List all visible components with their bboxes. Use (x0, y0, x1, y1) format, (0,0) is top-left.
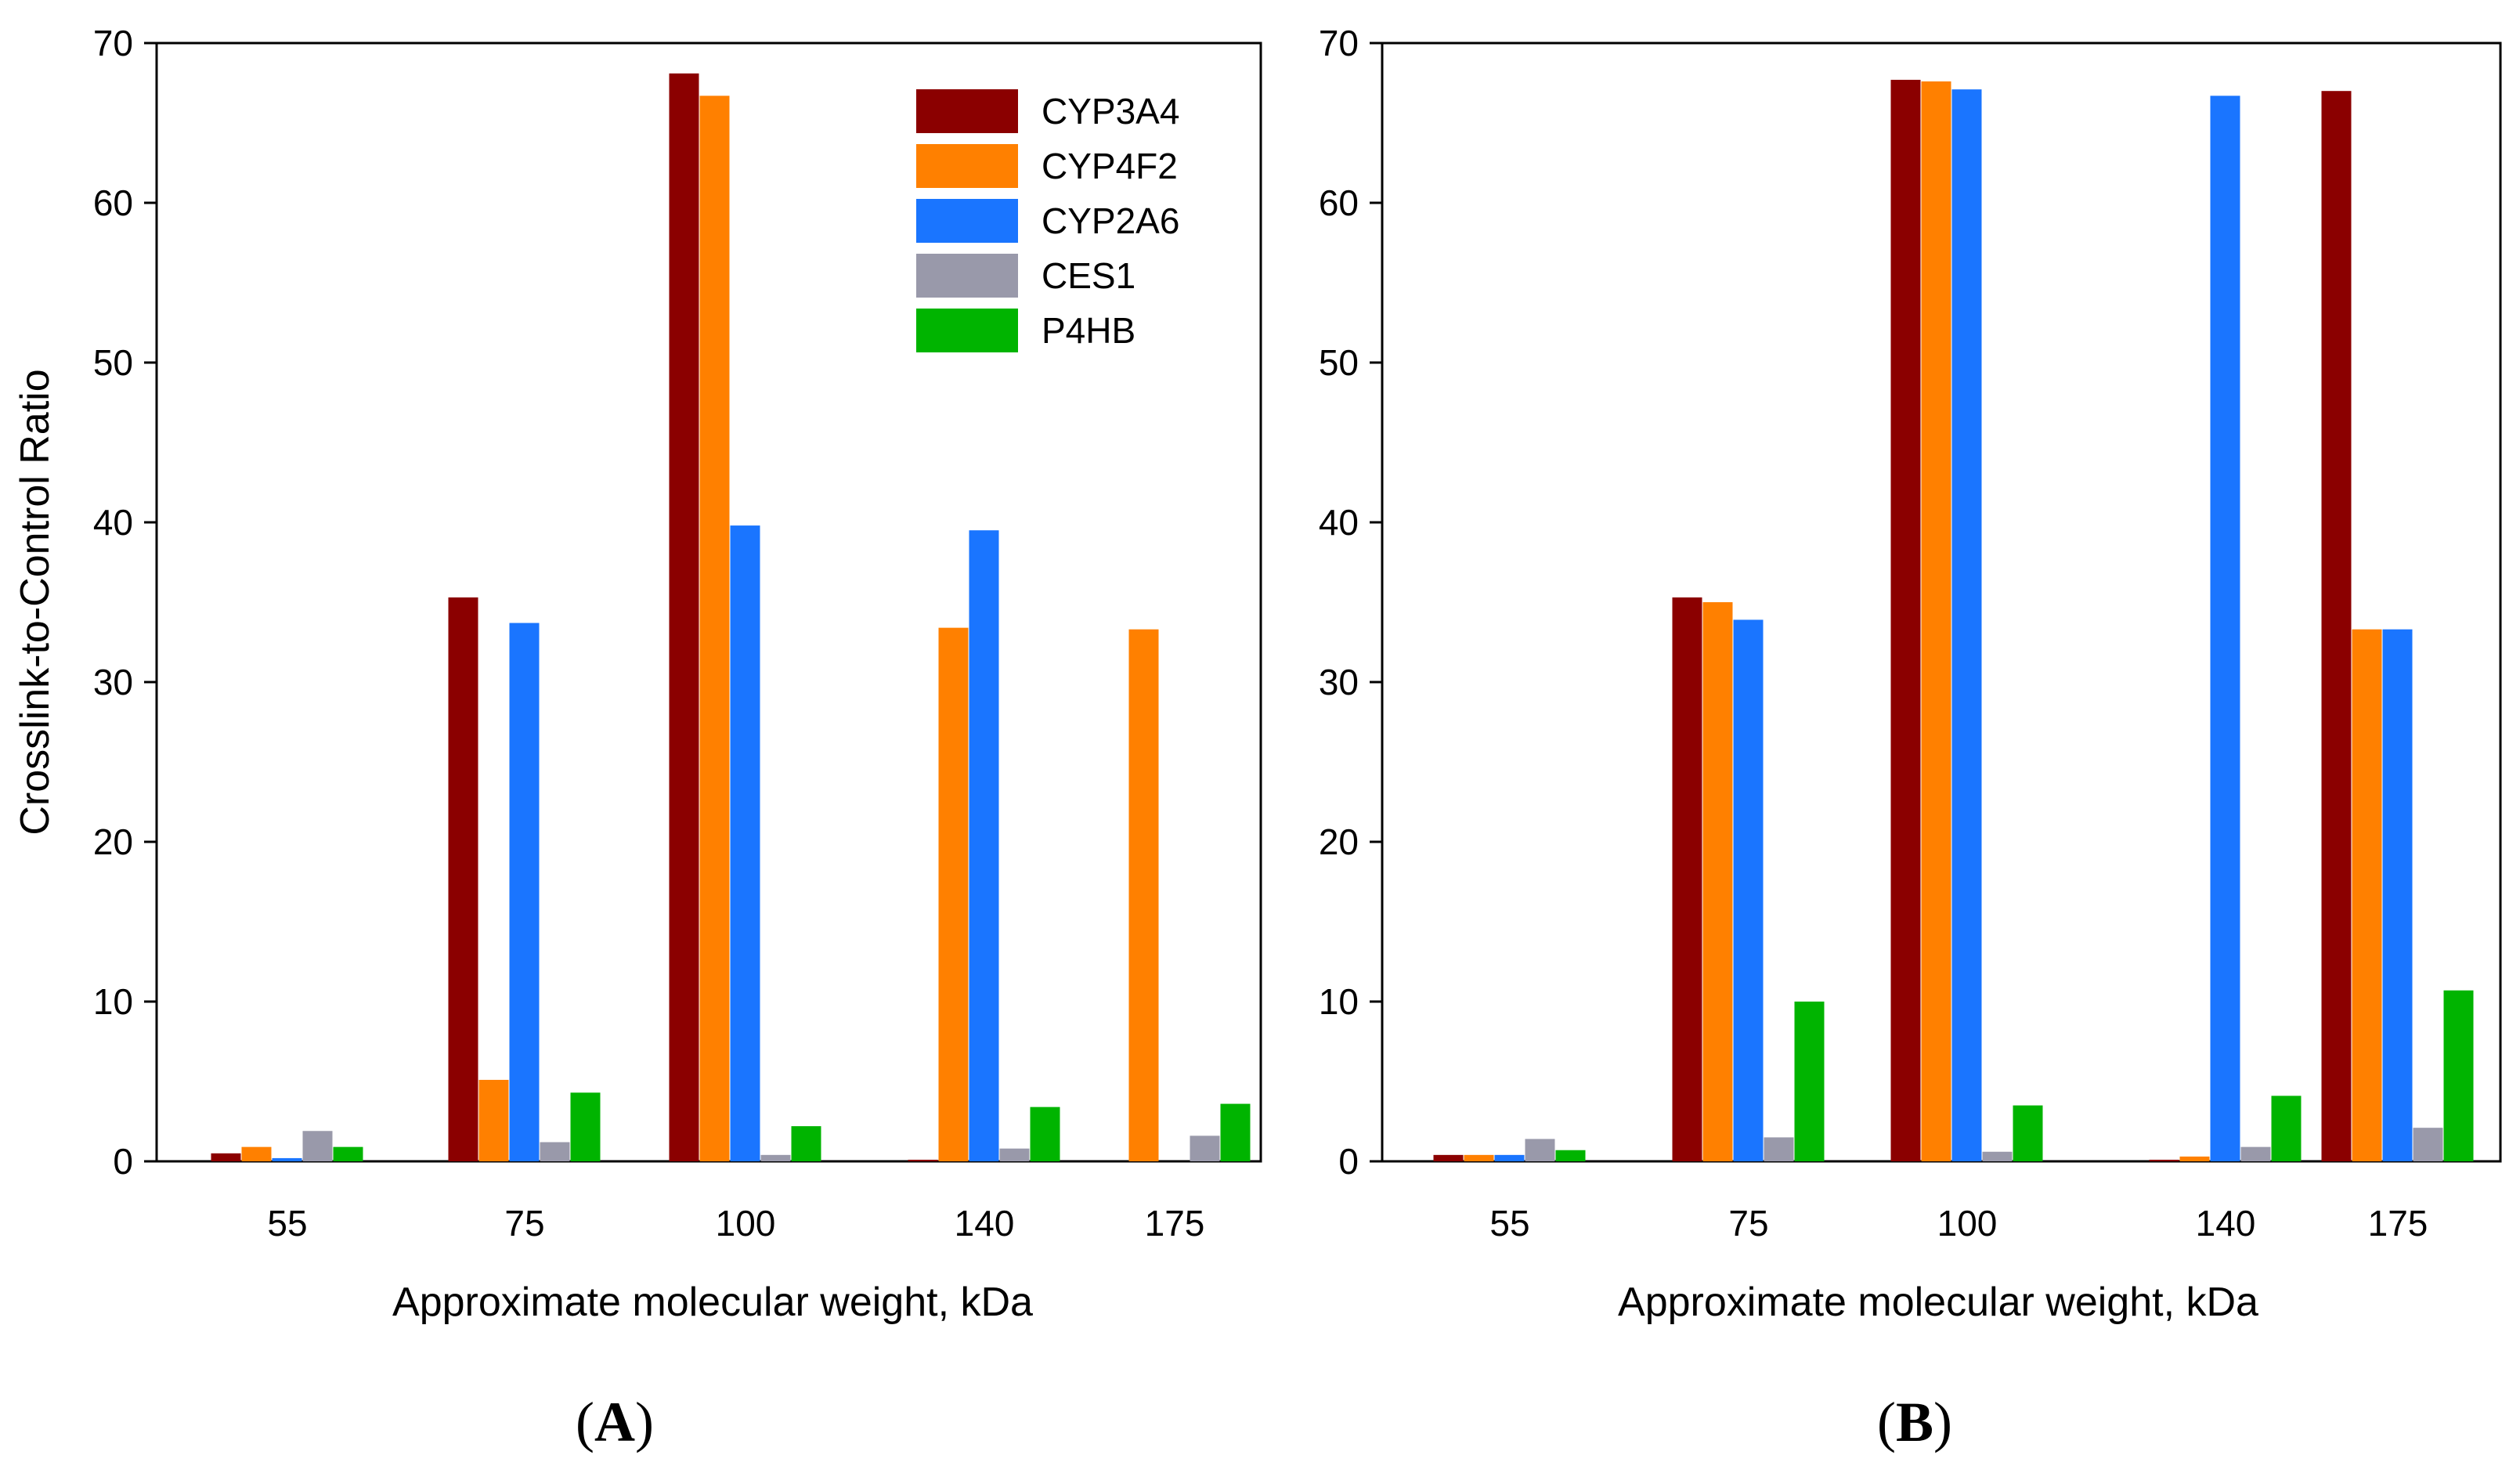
bar-ces1-75 (540, 1142, 570, 1161)
legend-swatch-cyp4f2 (916, 144, 1018, 188)
y-tick-label: 70 (93, 23, 133, 63)
bar-cyp2a6-55 (1494, 1154, 1525, 1161)
bar-p4hb-100 (791, 1126, 821, 1161)
panel-b: 0 10 20 30 40 50 60 70 55 75 100 140 175 Approximate … (1319, 23, 2502, 1325)
y-tick-label: 0 (113, 1141, 133, 1182)
bar-p4hb-175 (1220, 1103, 1251, 1161)
y-tick-label: 20 (1319, 821, 1359, 862)
bar-cyp4f2-175 (1128, 629, 1159, 1161)
bar-cyp3a4-100 (1890, 79, 1921, 1161)
legend-swatch-cyp3a4 (916, 89, 1018, 133)
x-tick-label: 75 (504, 1203, 544, 1244)
legend: CYP3A4 CYP4F2 CYP2A6 CES1 P4HB (916, 89, 1179, 352)
bar-cyp4f2-175 (2352, 629, 2382, 1161)
bar-cyp4f2-100 (1921, 81, 1951, 1162)
bar-ces1-140 (999, 1148, 1030, 1161)
bar-p4hb-100 (2013, 1105, 2043, 1161)
bar-ces1-140 (2240, 1146, 2271, 1161)
x-axis-label: Approximate molecular weight, kDa (392, 1280, 1033, 1325)
bar-cyp3a4-55 (211, 1153, 241, 1161)
bar-ces1-175 (2413, 1128, 2443, 1161)
bar-p4hb-75 (1794, 1002, 1825, 1161)
bar-cyp3a4-100 (669, 73, 699, 1161)
legend-swatch-p4hb (916, 309, 1018, 352)
panel-label-b-letter: B (1896, 1391, 1933, 1453)
y-tick-label: 60 (93, 182, 133, 223)
panel-a: 0 10 20 30 40 50 60 70 55 75 100 140 175 Approximate … (13, 23, 1262, 1325)
bar-cyp2a6-140 (969, 530, 999, 1161)
x-tick-label: 55 (1489, 1203, 1529, 1244)
bar-p4hb-55 (333, 1146, 363, 1161)
y-tick-label: 50 (1319, 342, 1359, 383)
x-axis-label: Approximate molecular weight, kDa (1618, 1280, 2258, 1325)
y-tick-label: 30 (1319, 662, 1359, 702)
y-tick-label: 50 (93, 342, 133, 383)
panel-label-b: (B) (1877, 1391, 1952, 1453)
y-tick-label: 40 (1319, 502, 1359, 543)
legend-label-cyp3a4: CYP3A4 (1042, 91, 1179, 132)
bar-p4hb-140 (1030, 1107, 1060, 1161)
bar-cyp3a4-140 (2149, 1159, 2179, 1161)
bar-ces1-55 (302, 1131, 333, 1161)
bar-cyp2a6-100 (1951, 89, 1982, 1161)
bar-p4hb-55 (1555, 1150, 1586, 1161)
bar-cyp2a6-100 (730, 525, 760, 1161)
bar-ces1-175 (1190, 1135, 1220, 1161)
bar-cyp3a4-75 (1672, 597, 1702, 1161)
bar-p4hb-175 (2443, 990, 2474, 1161)
bar-cyp3a4-55 (1433, 1154, 1464, 1161)
bar-cyp4f2-55 (1464, 1154, 1494, 1161)
y-tick-label: 20 (93, 821, 133, 862)
bar-cyp3a4-175 (2321, 91, 2352, 1162)
legend-swatch-ces1 (916, 254, 1018, 298)
legend-label-p4hb: P4HB (1042, 310, 1135, 351)
legend-label-cyp2a6: CYP2A6 (1042, 200, 1179, 241)
bar-cyp4f2-75 (1702, 602, 1733, 1161)
x-tick-label: 55 (267, 1203, 307, 1244)
x-tick-label: 175 (2368, 1203, 2428, 1244)
bar-cyp4f2-100 (699, 96, 730, 1162)
x-tick-label: 100 (1937, 1203, 1998, 1244)
bar-cyp4f2-75 (478, 1079, 509, 1161)
y-axis-label: Crosslink-to-Control Ratio (13, 369, 58, 835)
bar-cyp4f2-140 (2179, 1156, 2210, 1161)
bar-cyp2a6-75 (1733, 619, 1764, 1161)
x-tick-label: 140 (2196, 1203, 2256, 1244)
bar-ces1-100 (760, 1154, 791, 1161)
bar-cyp3a4-140 (908, 1159, 938, 1161)
bar-ces1-75 (1764, 1137, 1794, 1161)
bar-p4hb-75 (570, 1092, 601, 1161)
y-tick-label: 30 (93, 662, 133, 702)
x-tick-label: 100 (716, 1203, 776, 1244)
x-tick-label: 175 (1145, 1203, 1205, 1244)
panel-label-a-letter: A (594, 1391, 635, 1453)
panel-label-a: (A) (576, 1391, 654, 1453)
bar-cyp2a6-75 (509, 623, 540, 1161)
y-tick-label: 10 (93, 981, 133, 1022)
bar-cyp2a6-175 (2382, 629, 2413, 1161)
y-tick-label: 70 (1319, 23, 1359, 63)
x-tick-label: 75 (1728, 1203, 1768, 1244)
y-tick-label: 60 (1319, 182, 1359, 223)
bar-cyp2a6-140 (2210, 96, 2240, 1162)
y-tick-label: 10 (1319, 981, 1359, 1022)
bar-p4hb-140 (2271, 1096, 2302, 1161)
legend-swatch-cyp2a6 (916, 199, 1018, 243)
bar-cyp3a4-75 (448, 597, 478, 1161)
y-tick-label: 40 (93, 502, 133, 543)
legend-label-cyp4f2: CYP4F2 (1042, 146, 1178, 186)
legend-label-ces1: CES1 (1042, 255, 1135, 296)
bar-cyp4f2-55 (241, 1146, 272, 1161)
bar-ces1-55 (1525, 1139, 1555, 1161)
x-tick-label: 140 (955, 1203, 1015, 1244)
bar-cyp4f2-140 (938, 627, 969, 1161)
bar-cyp2a6-55 (272, 1157, 302, 1161)
bar-ces1-100 (1982, 1151, 2013, 1161)
y-tick-label: 0 (1338, 1141, 1359, 1182)
